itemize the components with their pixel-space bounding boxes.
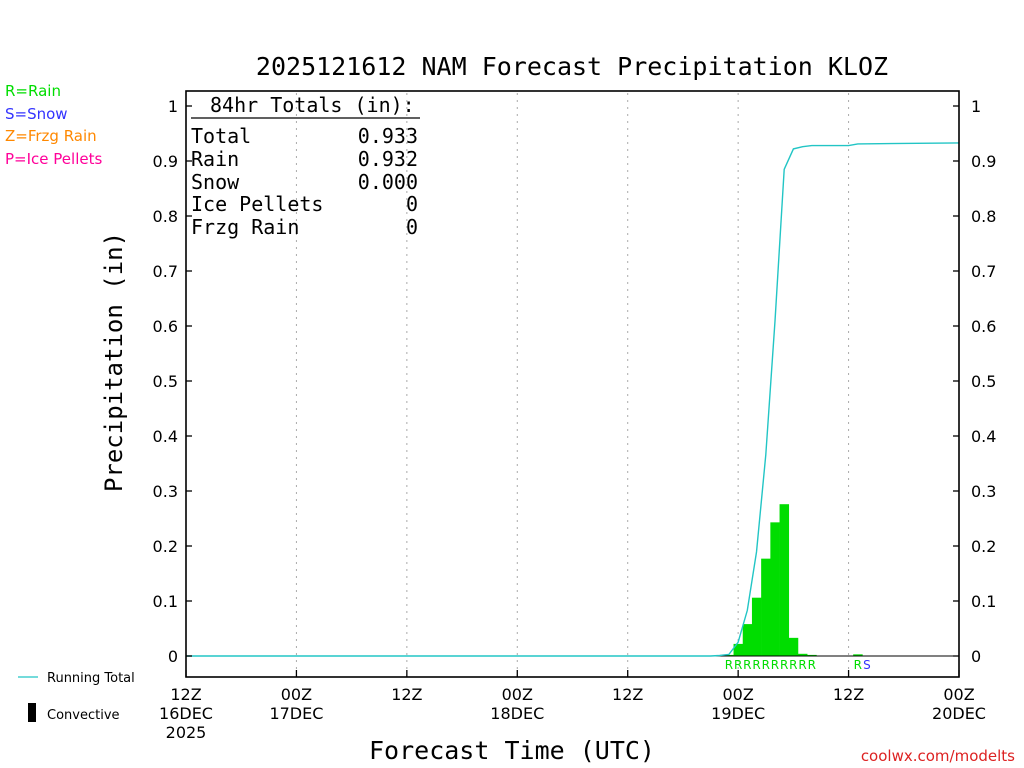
y-tick-label-right: 1 xyxy=(971,97,981,116)
y-tick-label-right: 0.5 xyxy=(971,372,996,391)
y-tick-label-left: 0.5 xyxy=(153,372,178,391)
totals-label-rain: Rain xyxy=(191,147,239,171)
totals-value-rain: 0.932 xyxy=(358,147,418,171)
totals-heading: 84hr Totals (in): xyxy=(210,93,415,117)
y-tick-label-left: 0.7 xyxy=(153,262,178,281)
ptype-marker: R xyxy=(752,658,760,672)
totals-value-total: 0.933 xyxy=(358,124,418,148)
x-tick-label: 12Z xyxy=(391,685,422,704)
convective-legend-label: Convective xyxy=(47,708,120,723)
ptype-marker: R xyxy=(854,658,862,672)
ptype-marker: R xyxy=(725,658,733,672)
running-total-series xyxy=(186,143,959,656)
y-tick-label-left: 1 xyxy=(168,97,178,116)
x-tick-label: 00Z xyxy=(943,685,974,704)
plot-frame xyxy=(186,91,959,677)
axes: 0 00.1 0.10.2 0.20.3 0.30.4 0.40.5 0.50.6 0.60.… xyxy=(153,91,997,742)
totals-label-ice-pellets: Ice Pellets xyxy=(191,192,323,216)
y-tick-label-right: 0.6 xyxy=(971,317,996,336)
totals-box: 84hr Totals (in): Total 0.933 Rain 0.932… xyxy=(191,93,420,239)
ptype-marker: R xyxy=(743,658,751,672)
totals-label-frzg-rain: Frzg Rain xyxy=(191,215,299,239)
y-tick-label-right: 0.1 xyxy=(971,592,996,611)
ptype-marker: R xyxy=(808,658,816,672)
totals-value-ice-pellets: 0 xyxy=(406,192,418,216)
y-tick-label-right: 0.4 xyxy=(971,427,996,446)
y-tick-label-left: 0.4 xyxy=(153,427,178,446)
ptype-marker: R xyxy=(771,658,779,672)
x-tick-label: 12Z xyxy=(833,685,864,704)
y-tick-label-right: 0.3 xyxy=(971,482,996,501)
totals-value-frzg-rain: 0 xyxy=(406,215,418,239)
y-tick-label-right: 0 xyxy=(971,647,981,666)
ptype-marker: R xyxy=(734,658,742,672)
y-tick-label-left: 0.6 xyxy=(153,317,178,336)
y-tick-label-right: 0.8 xyxy=(971,207,996,226)
totals-label-snow: Snow xyxy=(191,170,240,194)
precip-bar xyxy=(770,522,780,656)
precip-bar xyxy=(743,624,753,656)
x-tick-label: 12Z xyxy=(170,685,201,704)
y-tick-label-right: 0.7 xyxy=(971,262,996,281)
y-tick-label-right: 0.9 xyxy=(971,152,996,171)
legend-frzg-rain: Z=Frzg Rain xyxy=(5,127,97,145)
y-tick-label-left: 0 xyxy=(168,647,178,666)
x-axis-label: Forecast Time (UTC) xyxy=(369,736,655,765)
running-total-legend-label: Running Total xyxy=(47,671,135,686)
ptype-marker: R xyxy=(762,658,770,672)
x-tick-label: 19DEC xyxy=(711,704,765,723)
running-total-line xyxy=(186,143,959,656)
x-tick-label: 00Z xyxy=(502,685,533,704)
x-tick-label: 20DEC xyxy=(932,704,986,723)
precip-bar xyxy=(789,638,799,656)
y-tick-label-left: 0.2 xyxy=(153,537,178,556)
x-tick-label: 2025 xyxy=(166,723,207,742)
ptype-marker: R xyxy=(789,658,797,672)
y-tick-label-right: 0.2 xyxy=(971,537,996,556)
totals-label-total: Total xyxy=(191,124,251,148)
y-tick-label-left: 0.1 xyxy=(153,592,178,611)
y-tick-label-left: 0.3 xyxy=(153,482,178,501)
precip-bar xyxy=(761,559,771,656)
precip-bars xyxy=(715,504,863,656)
ptype-marker: S xyxy=(863,658,871,672)
precip-bar xyxy=(752,598,762,656)
x-tick-label: 00Z xyxy=(281,685,312,704)
legend-snow: S=Snow xyxy=(5,105,68,123)
precipitation-chart: 2025121612 NAM Forecast Precipitation KL… xyxy=(0,0,1024,768)
x-tick-label: 16DEC xyxy=(159,704,213,723)
y-axis-label: Precipitation (in) xyxy=(100,232,128,492)
legend-rain: R=Rain xyxy=(5,82,61,100)
y-tick-label-left: 0.9 xyxy=(153,152,178,171)
y-tick-label-left: 0.8 xyxy=(153,207,178,226)
legend-ice-pellets: P=Ice Pellets xyxy=(5,150,102,168)
totals-value-snow: 0.000 xyxy=(358,170,418,194)
ptype-marker: R xyxy=(780,658,788,672)
x-tick-label: 00Z xyxy=(722,685,753,704)
precip-bar xyxy=(780,504,790,656)
chart-title: 2025121612 NAM Forecast Precipitation KL… xyxy=(256,52,888,81)
x-tick-label: 12Z xyxy=(612,685,643,704)
credit-text: coolwx.com/modelts xyxy=(861,747,1015,765)
x-tick-label: 18DEC xyxy=(490,704,544,723)
ptype-marker: R xyxy=(798,658,806,672)
x-tick-label: 17DEC xyxy=(269,704,323,723)
convective-legend-swatch xyxy=(28,703,36,722)
